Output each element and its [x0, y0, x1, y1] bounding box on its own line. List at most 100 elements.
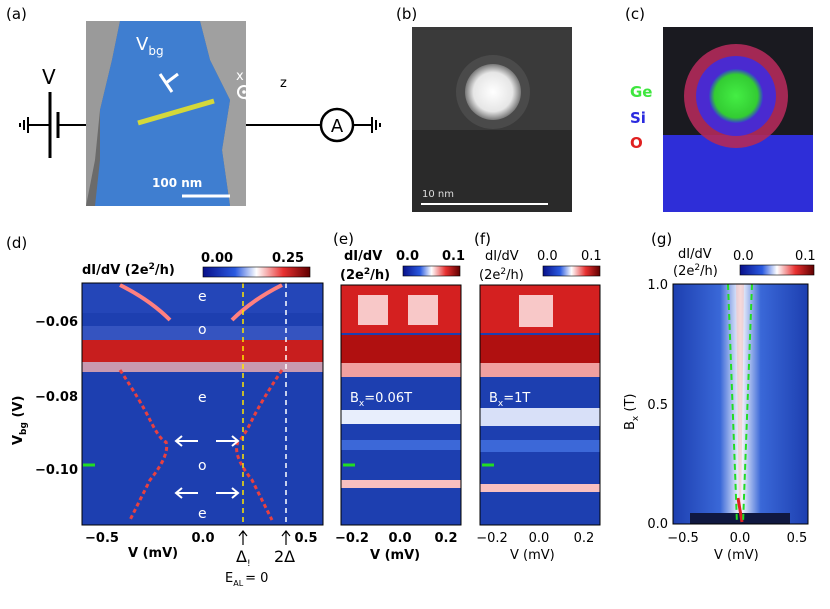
panel-d-red-band [82, 340, 323, 362]
panel-d-band3 [82, 362, 323, 372]
panel-g-green-line-right [742, 283, 753, 525]
panel-a-tag: (a) [6, 5, 27, 23]
panel-e-xtick-0: −0.2 [335, 531, 369, 546]
panel-g-cbar-tick-0: 0.0 [733, 249, 754, 264]
panel-e-peak-2 [408, 295, 438, 325]
panel-e: (e) dI/dV (2e2/h) 0.0 0.1 Bx=0.06T −0.2 … [333, 230, 465, 563]
panel-e-cbar-label2: (2e2/h) [340, 267, 390, 283]
x-axis-dot [242, 90, 246, 94]
panel-d-xtick-0: −0.5 [85, 531, 119, 546]
panel-f-light-band [480, 440, 600, 452]
panel-e-frame [340, 284, 462, 526]
panel-e-cbar-tick-0: 0.0 [396, 249, 419, 264]
panel-f-pink-band [480, 363, 600, 377]
panel-f-colorbar [542, 265, 601, 277]
legend-o: O [630, 134, 643, 152]
panel-f: (f) dI/dV (2e2/h) 0.0 0.1 Bx=1T −0.2 0.0… [474, 230, 602, 563]
panel-e-xtick-2: 0.2 [434, 531, 457, 546]
tem-core [465, 64, 521, 120]
sem-texture-left [86, 21, 120, 206]
panel-d-trace-top [119, 283, 283, 322]
panel-f-xtick-1: 0.0 [529, 531, 550, 546]
panel-g-ytick-2: 0.0 [647, 517, 668, 532]
panel-f-cbar-label2: (2e2/h) [479, 267, 524, 283]
axis-y-label: y [254, 125, 262, 140]
panel-g-ylabel: Bx (T) [623, 394, 641, 430]
panel-d-xtick-1: 0.0 [191, 531, 214, 546]
splitting-arrows [174, 435, 240, 499]
panel-g-ytick-0: 1.0 [647, 278, 668, 293]
panel-f-tag: (f) [474, 230, 491, 248]
panel-d-band2 [82, 326, 323, 340]
nanowire [137, 98, 215, 126]
panel-d-map [82, 283, 323, 525]
axis-x-label: x [236, 69, 244, 84]
panel-g-frame [672, 283, 809, 525]
delta-label: Δ! [236, 547, 251, 569]
panel-g-cbar-label1: dI/dV [678, 247, 712, 262]
panel-g-ytick-1: 0.5 [647, 398, 668, 413]
eds-ge-core [709, 69, 763, 123]
panel-d-cbar-label: dI/dV (2e2/h) [82, 262, 175, 278]
panel-a: (a) Vbg x z y 100 nm V A [6, 5, 381, 206]
parity-1: e [198, 289, 207, 305]
panel-g-xtick-1: 0.0 [730, 531, 751, 546]
panel-d-ytick-1: −0.08 [35, 390, 78, 405]
panel-d-xtick-2: 0.5 [294, 531, 317, 546]
panel-g-xtick-2: 0.5 [787, 531, 808, 546]
panel-e-field: Bx=0.06T [350, 391, 412, 409]
panel-f-red-band [480, 335, 600, 363]
scale-bar-label: 100 nm [152, 176, 202, 190]
eal-label: EAL = 0 [225, 571, 268, 588]
panel-b-tag: (b) [396, 5, 417, 23]
panel-b: (b) 10 nm [396, 5, 572, 212]
panel-f-cbar-tick-0: 0.0 [537, 249, 558, 264]
panel-d-ytick-2: −0.10 [35, 463, 78, 478]
panel-e-white-band [341, 410, 461, 424]
parity-5: e [198, 506, 207, 522]
panel-d-frame [81, 282, 324, 526]
parity-2: o [198, 322, 207, 338]
panel-f-cbar-tick-1: 0.1 [581, 249, 602, 264]
panel-f-xtick-2: 0.2 [574, 531, 595, 546]
x-axis-out-icon [237, 85, 251, 99]
panel-c-tag: (c) [625, 5, 645, 23]
panel-e-cbar-tick-1: 0.1 [442, 249, 465, 264]
panel-f-white-band [480, 408, 600, 426]
two-delta-up-arrow [281, 530, 291, 545]
panel-d-ylabel: Vbg (V) [11, 396, 29, 445]
panel-g-xtick-0: −0.5 [667, 531, 699, 546]
panel-g: (g) dI/dV (2e2/h) 0.0 0.1 Bx (T) 1.0 0.5… [623, 230, 816, 563]
panel-d-ytick-0: −0.06 [35, 315, 78, 330]
axis-z-label: z [280, 76, 287, 91]
panel-d-cbar-tick-0: 0.00 [201, 251, 233, 266]
panel-g-red-peak [736, 497, 744, 523]
ammeter-label: A [331, 116, 344, 137]
gate-marker [158, 72, 179, 93]
panel-d: (d) dI/dV (2e2/h) 0.00 0.25 e o e o e [6, 234, 324, 588]
panel-f-pink-band2 [480, 484, 600, 492]
panel-d-colorbar [202, 266, 311, 278]
panel-e-light-band [341, 440, 461, 450]
z-arrow [249, 82, 277, 91]
panel-g-cbar-tick-1: 0.1 [795, 249, 816, 264]
panel-f-xlabel: V (mV) [510, 548, 555, 563]
panel-g-cbar-label2: (2e2/h) [673, 263, 718, 279]
panel-d-tag: (d) [6, 234, 27, 252]
panel-e-colorbar [402, 265, 461, 277]
panel-g-tag: (g) [651, 230, 672, 248]
parity-4: o [198, 458, 207, 474]
panel-e-xlabel: V (mV) [370, 548, 420, 563]
panel-f-peak [519, 295, 553, 327]
panel-e-tag: (e) [333, 230, 354, 248]
legend-si: Si [630, 109, 646, 127]
y-arrow [245, 97, 257, 121]
panel-e-pink-band2 [341, 480, 461, 488]
tem-substrate [412, 130, 572, 212]
panel-d-xlabel: V (mV) [128, 546, 178, 561]
panel-e-red-band [341, 335, 461, 363]
panel-f-field: Bx=1T [489, 391, 530, 409]
panel-f-frame [479, 284, 601, 526]
panel-d-trace-left [118, 369, 169, 521]
